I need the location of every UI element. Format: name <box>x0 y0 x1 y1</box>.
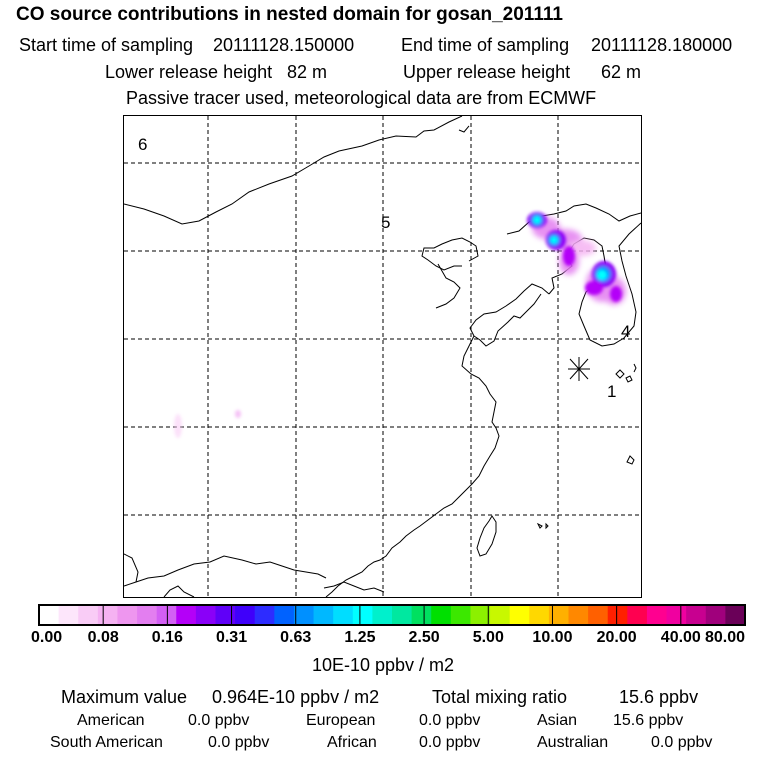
region-label: 5 <box>381 213 390 232</box>
source-name-american: American <box>77 712 145 729</box>
source-name-australian: Australian <box>537 734 609 751</box>
colorbar-swatch <box>156 605 177 625</box>
colorbar-swatch <box>588 605 609 625</box>
colorbar-swatch <box>195 605 216 625</box>
region-label: 1 <box>607 382 616 401</box>
colorbar-svg <box>38 604 746 626</box>
colorbar-swatch <box>490 605 511 625</box>
colorbar-border <box>38 604 746 626</box>
colorbar-tick-label: 20.00 <box>596 629 637 646</box>
colorbar-swatch <box>666 605 687 625</box>
colorbar-swatch <box>470 605 491 625</box>
map-panel: 6 5 4 1 <box>123 115 642 598</box>
max-value: 0.964E-10 ppbv / m2 <box>212 687 380 707</box>
colorbar-swatch <box>431 605 452 625</box>
source-value-australian: 0.0 ppbv <box>651 734 713 751</box>
colorbar-swatch <box>352 605 373 625</box>
source-value-south-american: 0.0 ppbv <box>208 734 270 751</box>
colorbar-tick-label: 0.08 <box>87 629 119 646</box>
region-label: 6 <box>138 135 147 154</box>
start-time-value: 20111128.150000 <box>213 35 355 55</box>
colorbar-swatch <box>372 605 393 625</box>
total-mixing-label: Total mixing ratio <box>432 687 568 707</box>
coastlines <box>124 116 641 597</box>
receptor-asterisk-icon <box>568 357 590 381</box>
colorbar-swatch <box>568 605 589 625</box>
colorbar-swatch <box>215 605 236 625</box>
source-value-asian: 15.6 ppbv <box>613 712 684 729</box>
colorbar-swatch <box>607 605 628 625</box>
colorbar-tick-label: 0.00 <box>31 629 63 646</box>
concentration-field <box>174 212 626 438</box>
colorbar-swatch <box>705 605 726 625</box>
colorbar-swatch <box>392 605 413 625</box>
source-value-european: 0.0 ppbv <box>419 712 481 729</box>
lower-height-label: Lower release height <box>105 62 273 82</box>
colorbar-tick-label: 0.63 <box>280 629 312 646</box>
colorbar-swatch <box>411 605 432 625</box>
colorbar-swatch <box>58 605 79 625</box>
colorbar-tick-label: 40.00 <box>660 629 701 646</box>
colorbar-swatch <box>78 605 99 625</box>
colorbar-swatch <box>450 605 471 625</box>
colorbar-tick-label: 10.00 <box>532 629 573 646</box>
source-value-american: 0.0 ppbv <box>188 712 250 729</box>
colorbar-swatch <box>313 605 334 625</box>
colorbar-tick-label: 5.00 <box>472 629 504 646</box>
upper-height-label: Upper release height <box>403 62 571 82</box>
end-time-label: End time of sampling <box>401 35 570 55</box>
plot-title: CO source contributions in nested domain… <box>16 4 563 25</box>
colorbar-swatch <box>176 605 197 625</box>
colorbar-swatch <box>117 605 138 625</box>
grid-lines <box>124 116 641 597</box>
source-name-african: African <box>327 734 377 751</box>
colorbar-unit: 10E-10 ppbv / m2 <box>311 655 455 675</box>
colorbar-tick-label: 80.00 <box>705 629 746 646</box>
colorbar-swatch <box>509 605 530 625</box>
colorbar-swatch <box>293 605 315 625</box>
colorbar-swatch <box>646 605 668 625</box>
colorbar-swatch <box>686 605 707 625</box>
tracer-note: Passive tracer used, meteorological data… <box>126 88 597 108</box>
source-name-south-american: South American <box>50 734 163 751</box>
colorbar-swatch <box>548 605 569 625</box>
colorbar-swatch <box>97 605 118 625</box>
colorbar-tick-label: 0.31 <box>215 629 248 646</box>
end-time-value: 20111128.180000 <box>591 35 733 55</box>
colorbar-swatch <box>39 605 60 625</box>
lower-height-value: 82 m <box>287 62 328 82</box>
region-label: 4 <box>621 322 630 341</box>
source-name-asian: Asian <box>537 712 578 729</box>
colorbar-swatch <box>274 605 295 625</box>
colorbar-swatch <box>254 605 275 625</box>
colorbar-swatch <box>137 605 158 625</box>
upper-height-value: 62 m <box>601 62 642 82</box>
colorbar <box>37 604 747 631</box>
colorbar-tick-label: 0.16 <box>151 629 183 646</box>
total-mixing-value: 15.6 ppbv <box>619 687 699 707</box>
colorbar-swatch <box>725 605 746 625</box>
colorbar-swatch <box>235 605 256 625</box>
colorbar-tick-label: 2.50 <box>408 629 440 646</box>
colorbar-tick-label: 1.25 <box>344 629 376 646</box>
colorbar-swatch <box>529 605 550 625</box>
start-time-label: Start time of sampling <box>19 35 194 55</box>
map-svg: 6 5 4 1 <box>124 116 641 597</box>
source-name-european: European <box>306 712 376 729</box>
max-value-label: Maximum value <box>61 687 188 707</box>
source-value-african: 0.0 ppbv <box>419 734 481 751</box>
colorbar-swatch <box>627 605 648 625</box>
colorbar-swatch <box>333 605 354 625</box>
